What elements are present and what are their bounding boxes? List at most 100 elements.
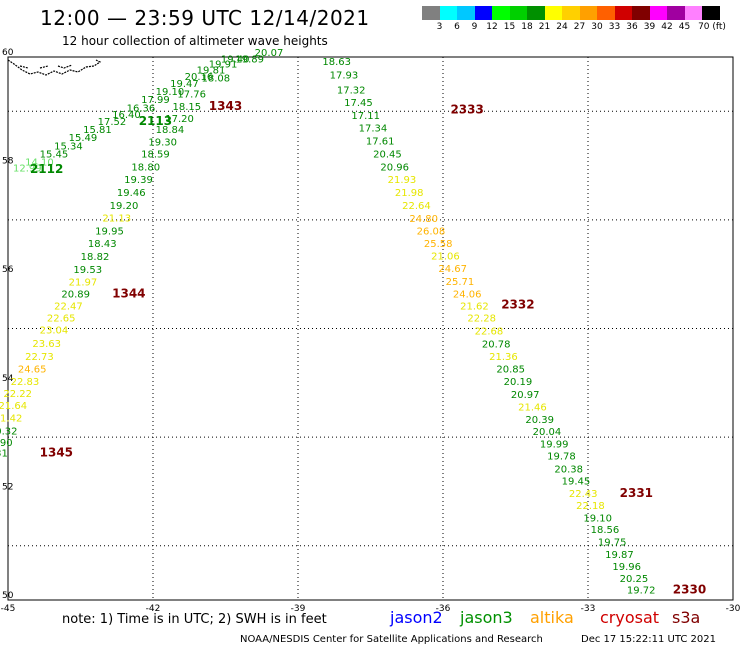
color-swatch xyxy=(579,6,597,20)
color-legend xyxy=(422,6,720,20)
color-legend-label: 27 xyxy=(573,22,586,32)
color-swatch xyxy=(474,6,492,20)
swh-value: 19.46 xyxy=(117,188,146,199)
swh-value: 16.36 xyxy=(127,103,156,114)
swh-value: 23.63 xyxy=(32,339,61,350)
swh-value: 19.30 xyxy=(148,138,177,149)
swh-value: 24.80 xyxy=(409,214,438,225)
swh-value: 19.10 xyxy=(583,513,612,524)
color-legend-label: 21 xyxy=(538,22,551,32)
swh-value: 19.20 xyxy=(110,201,139,212)
swh-value: 21.64 xyxy=(0,401,27,412)
swh-value: 17.45 xyxy=(344,98,373,109)
color-legend-label: 3 xyxy=(436,22,443,32)
swh-value: 20.25 xyxy=(620,574,649,585)
color-swatch xyxy=(667,6,685,20)
color-legend-label: 24 xyxy=(556,22,568,32)
swh-value: 20.90 xyxy=(0,438,13,449)
color-legend-label: 42 xyxy=(661,22,673,32)
swh-value: 15.49 xyxy=(69,133,98,144)
swh-value: 21.97 xyxy=(69,278,98,289)
swh-value: 19.81 xyxy=(197,65,226,76)
swh-value: 17.93 xyxy=(330,71,359,82)
coastline-path xyxy=(7,59,102,76)
x-tick-label: -30 xyxy=(726,604,740,614)
y-tick-label: 60 xyxy=(2,48,14,58)
color-legend-labels: 3 6 9 12 15 18 21 24 27 30 33 36 39 42 45 70 (ft) xyxy=(422,22,740,34)
swh-value: 19.99 xyxy=(540,439,569,450)
swh-value: 19.10 xyxy=(156,87,185,98)
color-swatch xyxy=(702,6,720,20)
swh-value: 22.65 xyxy=(47,313,76,324)
pass-time: 2330 xyxy=(673,582,706,596)
swh-value: 23.04 xyxy=(40,325,69,336)
swh-value: 21.93 xyxy=(388,175,417,186)
swh-value: 18.84 xyxy=(156,125,185,136)
swh-value: 25.71 xyxy=(446,277,475,288)
x-tick-label: -42 xyxy=(146,604,161,614)
swh-value: 21.06 xyxy=(431,252,460,263)
color-swatch xyxy=(422,6,440,20)
swh-value: 17.61 xyxy=(366,136,395,147)
color-swatch xyxy=(614,6,632,20)
swh-value: 18.56 xyxy=(591,525,620,536)
swh-value: 19.40 xyxy=(221,54,250,65)
swh-value: 17.32 xyxy=(337,85,366,96)
swh-value: 19.72 xyxy=(627,585,656,596)
swh-value: 21.62 xyxy=(460,301,489,312)
swh-value: 15.34 xyxy=(54,141,83,152)
swh-value: 15.81 xyxy=(83,125,112,136)
swh-value: 16.40 xyxy=(112,110,141,121)
swh-value: 19.39 xyxy=(124,175,153,186)
color-legend-label: 30 xyxy=(591,22,603,32)
swh-value: 22.28 xyxy=(467,313,496,324)
color-legend-label: 12 xyxy=(486,22,498,32)
swh-value: 20.04 xyxy=(533,427,562,438)
swh-value: 17.34 xyxy=(359,123,388,134)
swh-value: 21.42 xyxy=(0,413,22,424)
swh-value: 20.97 xyxy=(511,390,540,401)
color-legend-label: 70 (ft) xyxy=(698,22,726,32)
swh-value: 19.53 xyxy=(73,265,102,276)
credit-text: NOAA/NESDIS Center for Satellite Applica… xyxy=(240,634,543,645)
color-legend-label: 33 xyxy=(608,22,621,32)
color-legend-label: 6 xyxy=(454,22,460,32)
color-swatch xyxy=(509,6,527,20)
color-swatch xyxy=(457,6,475,20)
satellite-name: s3a xyxy=(672,608,701,627)
y-tick-label: 58 xyxy=(2,157,14,167)
y-tick-label: 52 xyxy=(2,482,13,492)
page-title: 12:00 — 23:59 UTC 12/14/2021 xyxy=(40,6,370,30)
pass-time: 2112 xyxy=(30,162,63,176)
swh-value: 18.59 xyxy=(141,149,170,160)
swh-value: 19.87 xyxy=(605,550,634,561)
swh-value: 18.43 xyxy=(88,239,117,250)
swh-value: 20.19 xyxy=(504,377,533,388)
swh-labels: 12.9914.1015.4515.3415.4915.8117.5216.40… xyxy=(0,48,655,597)
color-swatch xyxy=(562,6,580,20)
swh-value: 19.45 xyxy=(562,476,591,487)
color-legend-label: 39 xyxy=(643,22,656,32)
swh-value: 19.95 xyxy=(95,227,124,238)
swh-value: 15.45 xyxy=(40,149,69,160)
y-tick-label: 56 xyxy=(2,265,14,275)
swh-value: 21.36 xyxy=(489,352,518,363)
swh-value: 19.89 xyxy=(235,54,264,65)
swh-value: 26.08 xyxy=(417,227,446,238)
swh-value: 18.80 xyxy=(131,162,160,173)
pass-time: 1345 xyxy=(40,446,73,460)
swh-value: 20.38 xyxy=(554,464,583,475)
satellite-name: altika xyxy=(530,608,574,627)
satellite-name: jason2 xyxy=(390,608,443,627)
axis-tick-labels: -45 -42 -39 -36 -33 -30 60 58 56 54 52 50 xyxy=(1,48,740,614)
swh-value: 21.98 xyxy=(395,188,424,199)
swh-value: 22.68 xyxy=(475,326,504,337)
swh-value: 18.15 xyxy=(173,102,202,113)
swh-value: 20.96 xyxy=(380,162,409,173)
swh-value: 24.65 xyxy=(18,364,47,375)
swh-value: 19.47 xyxy=(170,79,199,90)
swh-value: 25.58 xyxy=(424,239,453,250)
pass-time-labels: 2112 2113 1343 1344 1345 2333 2332 2331 2330 xyxy=(30,99,706,596)
pass-time: 2113 xyxy=(139,114,172,128)
x-tick-label: -36 xyxy=(436,604,451,614)
